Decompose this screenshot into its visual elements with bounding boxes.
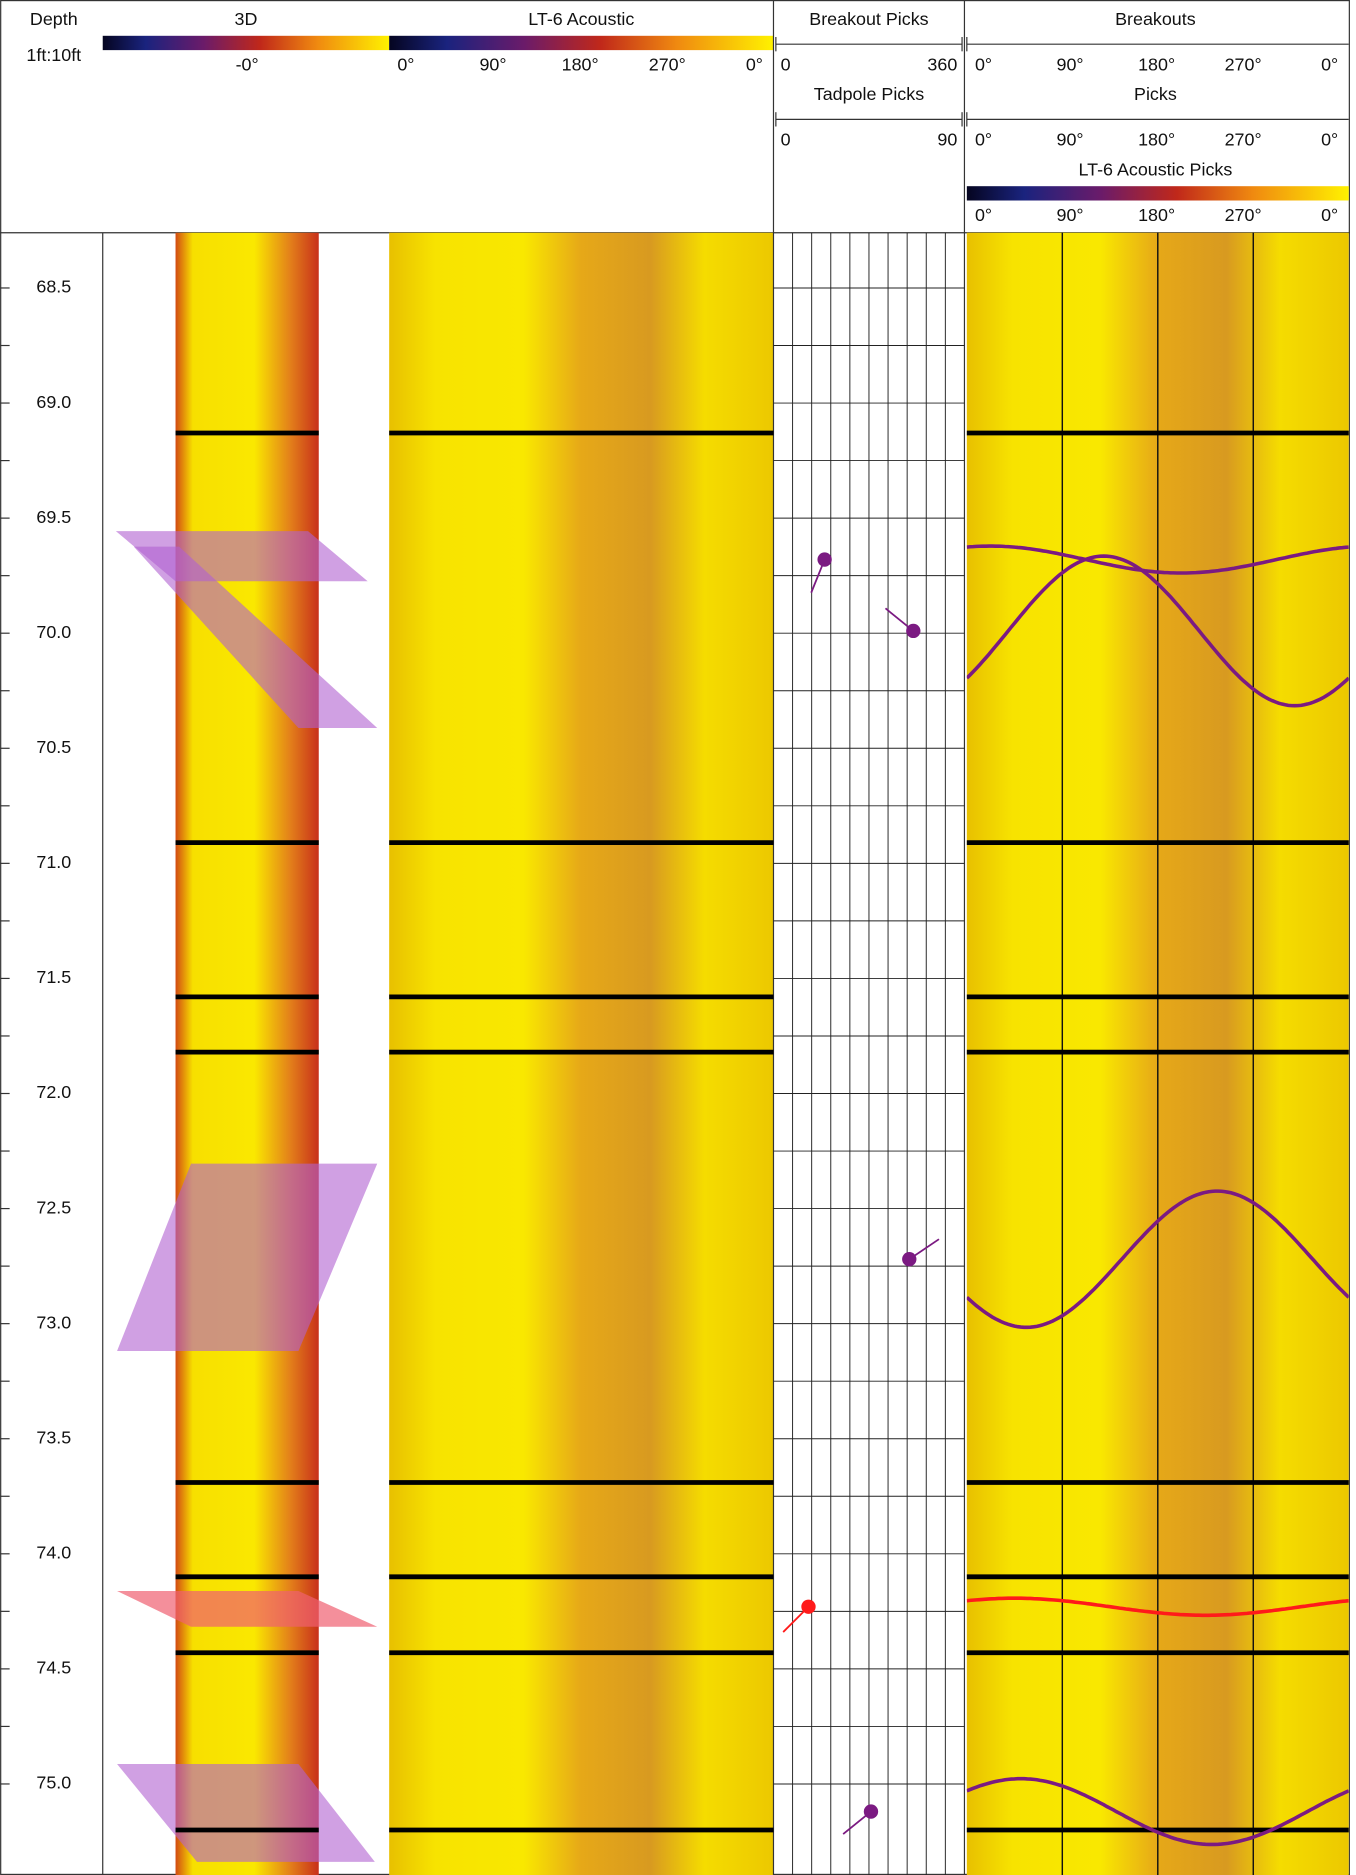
colorbar (389, 35, 774, 51)
azimuth-tick-label: 180° (1138, 130, 1175, 150)
azimuth-tick-label: 270° (1225, 54, 1262, 74)
azimuth-tick-label: 90° (1057, 54, 1084, 74)
azimuth-tick-label: 0° (746, 54, 763, 74)
y-tick-label: 71.5 (36, 967, 71, 987)
pick-sinusoid (966, 554, 1349, 708)
pick-sinusoid (966, 544, 1349, 575)
colorbar (966, 186, 1349, 201)
track-title: Picks (1134, 84, 1177, 104)
track-title: Breakout Picks (809, 9, 928, 29)
scale-max: 360 (927, 54, 957, 74)
y-tick-label: 71.0 (36, 852, 71, 872)
y-tick-label: 69.0 (36, 392, 71, 412)
azimuth-tick-label: 270° (1225, 205, 1262, 225)
y-tick-label: 75.0 (36, 1773, 71, 1793)
azimuth-tick-label: 270° (1225, 130, 1262, 150)
azimuth-tick-label: 0° (397, 54, 414, 74)
y-tick-label: 70.5 (36, 737, 71, 757)
tadpole (902, 1252, 917, 1267)
pick-sinusoid (966, 1596, 1349, 1618)
y-tick-label: 68.5 (36, 277, 71, 297)
y-tick-label: 73.0 (36, 1312, 71, 1332)
tadpole (801, 1599, 816, 1614)
colorbar (102, 35, 390, 51)
azimuth-tick-label: 90° (1057, 130, 1084, 150)
azimuth-tick-label: 90° (479, 54, 506, 74)
azimuth-tick-label: 270° (649, 54, 686, 74)
track-title: LT-6 Acoustic Picks (1079, 159, 1233, 179)
tadpole-grid (792, 232, 946, 1875)
y-tick-label: 74.0 (36, 1543, 71, 1563)
depth-title: Depth (30, 9, 78, 29)
scale-label: 1ft:10ft (26, 45, 81, 65)
track-title: 3D (235, 9, 258, 29)
tadpole (817, 552, 832, 567)
track-title: Breakouts (1115, 9, 1196, 29)
scale-max: 90 (937, 130, 957, 150)
azimuth-tick-label: 0° (1321, 130, 1338, 150)
azimuth-tick-label: 0° (1321, 54, 1338, 74)
azimuth-tick-label: 180° (1138, 54, 1175, 74)
pick-sinusoid (966, 1776, 1349, 1847)
scale-min: 0 (781, 54, 791, 74)
scale-min: 0 (781, 130, 791, 150)
azimuth-tick-label: 0° (975, 54, 992, 74)
pick-sinusoid (966, 1189, 1349, 1330)
3d-planes (115, 531, 378, 1862)
azimuth-tick-label: 0° (1321, 205, 1338, 225)
y-tick-label: 72.0 (36, 1082, 71, 1102)
y-tick-label: 70.0 (36, 622, 71, 642)
scale-lines (775, 36, 1349, 127)
y-tick-label: 69.5 (36, 507, 71, 527)
3d-plane (117, 1590, 378, 1627)
azimuth-tick-label: 180° (1138, 205, 1175, 225)
azimuth-tick-label: 180° (562, 54, 599, 74)
y-tick-label: 74.5 (36, 1658, 71, 1678)
azimuth-tick-label: 90° (1057, 205, 1084, 225)
tadpole (906, 623, 921, 639)
y-tick-label: 73.5 (36, 1427, 71, 1447)
tadpole (863, 1804, 879, 1819)
azimuth-tick-label: 0° (975, 205, 992, 225)
azimuth-tick-label: 0° (975, 130, 992, 150)
y-tick-label: 72.5 (36, 1197, 71, 1217)
colorbar-label: -0° (236, 54, 259, 74)
track-title: LT-6 Acoustic (528, 9, 634, 29)
track-title: Tadpole Picks (814, 84, 924, 104)
